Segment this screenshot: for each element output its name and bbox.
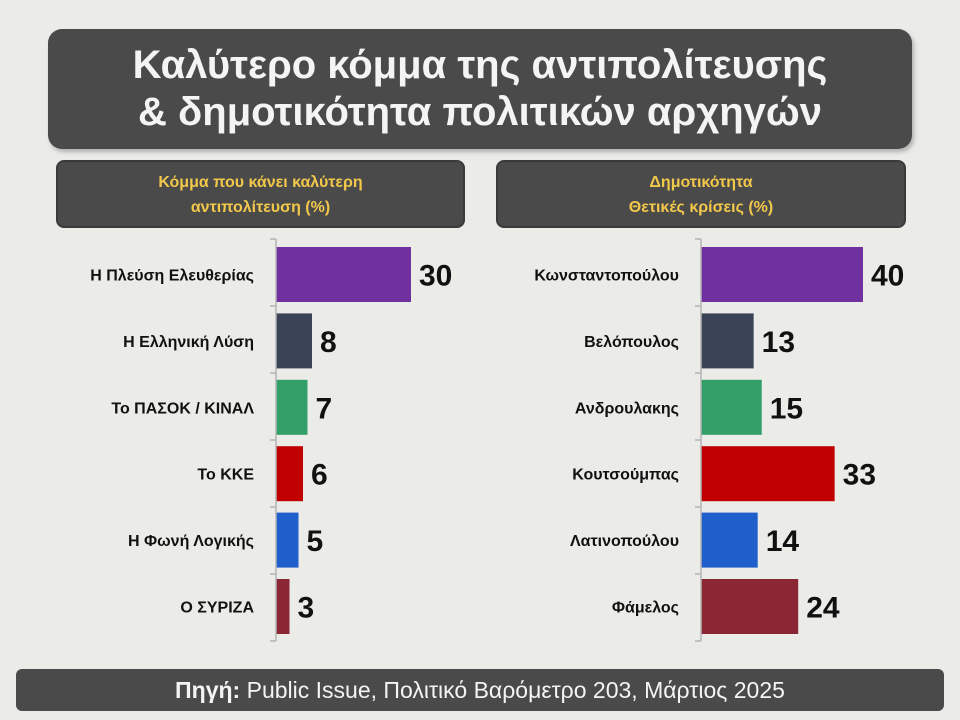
left-bar <box>276 379 308 435</box>
right-value-label: 14 <box>766 525 800 558</box>
right-category-label: Ανδρουλακης <box>575 400 679 417</box>
right-category-label: Φάμελος <box>612 600 679 617</box>
title-line-2: & δημοτικότητα πολιτικών αρχηγών <box>138 90 822 134</box>
left-bar <box>276 579 290 634</box>
right-bar <box>701 446 835 502</box>
left-chart-header: Κόμμα που κάνει καλύτερη αντιπολίτευση (… <box>56 160 465 228</box>
right-category-label: Κωνσταντοπούλου <box>534 268 679 285</box>
left-category-label: Η Ελληνική Λύση <box>123 334 254 351</box>
left-value-label: 3 <box>298 592 315 625</box>
left-value-label: 7 <box>316 392 333 425</box>
right-value-label: 15 <box>770 392 803 425</box>
right-bar-chart: Κωνσταντοπούλου 40 Βελόπουλος 13 Ανδρουλακης… <box>534 238 904 642</box>
right-category-label: Βελόπουλος <box>584 334 679 351</box>
left-value-label: 5 <box>307 525 324 558</box>
right-category-label: Κουτσούμπας <box>572 467 679 484</box>
title-line-1: Καλύτερο κόμμα της αντιπολίτευσης <box>132 43 828 87</box>
left-category-label: Η Φωνή Λογικής <box>128 533 254 550</box>
source-label: Πηγή: <box>175 677 241 703</box>
source-footer: Πηγή: Public Issue, Πολιτικό Βαρόμετρο 2… <box>16 669 944 711</box>
right-value-label: 40 <box>871 260 904 293</box>
right-bar <box>701 512 758 568</box>
left-bar <box>276 247 411 302</box>
right-header-line-1: Δημοτικότητα <box>649 174 753 191</box>
left-category-label: Το ΠΑΣΟΚ / ΚΙΝΑΛ <box>111 400 254 417</box>
left-category-label: Ο ΣΥΡΙΖΑ <box>180 600 254 617</box>
right-bar <box>701 579 799 634</box>
right-bar <box>701 379 762 435</box>
left-category-label: Το ΚΚΕ <box>197 467 254 484</box>
left-value-label: 30 <box>419 260 452 293</box>
left-bar <box>276 446 303 502</box>
right-value-label: 33 <box>843 459 876 492</box>
right-bar <box>701 313 754 369</box>
right-category-label: Λατινοπούλου <box>570 533 679 550</box>
left-value-label: 6 <box>311 459 328 492</box>
left-bar <box>276 512 299 568</box>
title-banner: Καλύτερο κόμμα της αντιπολίτευσης & δημο… <box>48 29 912 149</box>
left-value-label: 8 <box>320 326 337 359</box>
left-bar-chart: Η Πλεύση Ελευθερίας 30 Η Ελληνική Λύση 8 Το … <box>90 238 452 642</box>
left-header-line-2: αντιπολίτευση (%) <box>190 199 331 216</box>
right-header-line-2: Θετικές κρίσεις (%) <box>628 199 774 216</box>
right-value-label: 13 <box>762 326 795 359</box>
left-category-label: Η Πλεύση Ελευθερίας <box>90 268 254 285</box>
left-bar <box>276 313 312 369</box>
right-bar <box>701 247 863 302</box>
right-chart-header: Δημοτικότητα Θετικές κρίσεις (%) <box>496 160 906 228</box>
source-text: Public Issue, Πολιτικό Βαρόμετρο 203, Μά… <box>240 677 785 703</box>
right-value-label: 24 <box>806 592 840 625</box>
left-header-line-1: Κόμμα που κάνει καλύτερη <box>158 174 363 191</box>
